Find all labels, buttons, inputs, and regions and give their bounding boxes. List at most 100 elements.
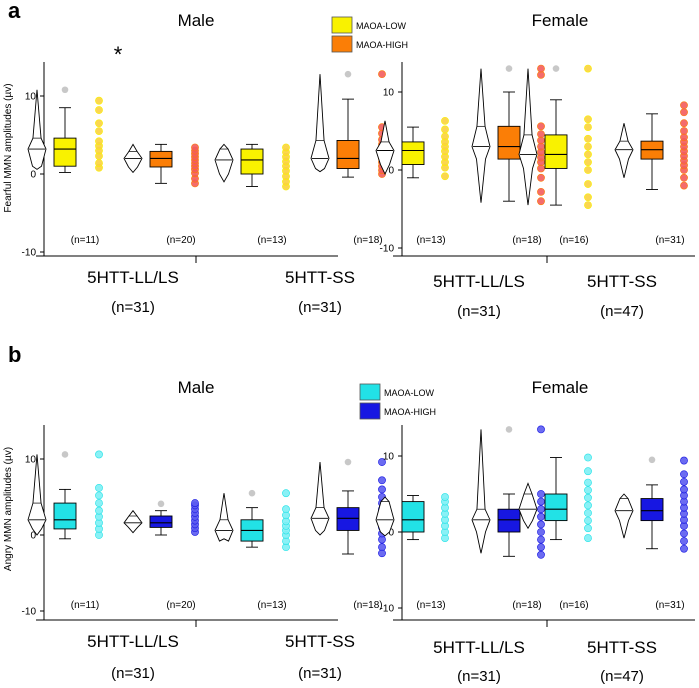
outlier-point xyxy=(552,65,560,72)
y-tick-label: -10 xyxy=(22,248,37,259)
violin-shape xyxy=(214,143,234,183)
data-point xyxy=(537,122,545,131)
box-iqr xyxy=(544,493,568,522)
y-tick-label: 10 xyxy=(25,455,37,466)
group-label: 5HTT-LL/LS xyxy=(87,268,179,287)
sample-size-label: (n=11) xyxy=(71,600,99,611)
plot-fearful-male: Male -10 0 10 5HTT-LL/LS (n=31) (n=11) (n=20) 5H… xyxy=(22,11,386,316)
data-point xyxy=(95,499,103,507)
violin-shape xyxy=(518,68,538,206)
outlier-point xyxy=(344,70,352,78)
group-total-n: (n=31) xyxy=(111,665,155,682)
y-axis-title-b: Angry MMN amplitudes (µv) xyxy=(3,447,14,571)
group-label: 5HTT-SS xyxy=(587,272,657,291)
violin-shape xyxy=(614,123,634,178)
data-point xyxy=(537,173,545,182)
y-tick-label: -10 xyxy=(380,604,395,615)
data-point xyxy=(441,132,449,141)
significance-marker: * xyxy=(114,42,123,67)
data-point xyxy=(95,483,103,492)
sample-size-label: (n=16) xyxy=(559,600,588,611)
data-point xyxy=(378,70,386,79)
data-point xyxy=(680,456,688,465)
data-point xyxy=(584,478,592,487)
group-label: 5HTT-LL/LS xyxy=(87,632,179,651)
group-total-n: (n=31) xyxy=(298,299,342,316)
group-total-n: (n=31) xyxy=(457,668,501,685)
data-point xyxy=(537,550,545,559)
data-point xyxy=(537,505,545,514)
data-point xyxy=(584,193,592,202)
box-iqr xyxy=(401,141,425,165)
data-point xyxy=(584,501,592,510)
data-point xyxy=(537,512,545,521)
legend-b: MAOA-LOW MAOA-HIGH xyxy=(359,383,436,420)
y-tick-label: 10 xyxy=(25,92,37,103)
box-iqr xyxy=(401,501,425,533)
sample-size-label: (n=18) xyxy=(512,235,541,246)
violin-shape xyxy=(123,509,143,534)
data-point xyxy=(584,534,592,542)
chart-title: Female xyxy=(532,378,589,397)
data-point xyxy=(584,509,592,517)
data-point xyxy=(584,180,592,188)
data-point xyxy=(584,64,592,73)
data-point xyxy=(537,543,545,552)
data-point xyxy=(680,470,688,479)
data-point xyxy=(537,197,545,206)
legend-a: MAOA-LOW MAOA-HIGH xyxy=(331,16,408,53)
group-label: 5HTT-SS xyxy=(587,638,657,657)
data-point xyxy=(584,453,592,462)
outlier-point xyxy=(157,500,165,508)
box-iqr xyxy=(149,150,173,168)
data-point xyxy=(584,158,592,167)
outlier-point xyxy=(505,65,513,72)
group-total-n: (n=47) xyxy=(600,303,644,320)
data-point xyxy=(282,489,290,498)
data-point xyxy=(537,187,545,196)
data-point xyxy=(584,142,592,151)
data-point xyxy=(584,486,592,495)
y-tick-label: 0 xyxy=(30,170,36,181)
data-point xyxy=(584,201,592,209)
outlier-point xyxy=(248,489,256,497)
y-tick-label: -10 xyxy=(380,244,395,255)
data-point xyxy=(537,425,545,434)
data-point xyxy=(441,172,449,181)
chart-title: Male xyxy=(178,378,215,397)
data-point xyxy=(537,528,545,536)
sample-size-label: (n=13) xyxy=(416,600,445,611)
violin-shape xyxy=(214,493,234,542)
y-tick-label: 0 xyxy=(30,531,36,542)
data-point xyxy=(584,524,592,533)
sample-size-label: (n=18) xyxy=(512,600,541,611)
data-point xyxy=(441,125,449,134)
sample-size-label: (n=31) xyxy=(655,235,684,246)
box-iqr xyxy=(640,498,664,522)
data-point xyxy=(95,491,103,500)
group-total-n: (n=31) xyxy=(457,303,501,320)
data-point xyxy=(680,537,688,546)
y-tick-label: 10 xyxy=(383,88,395,99)
y-axis-title-a: Fearful MMN amplitudes (µv) xyxy=(3,83,14,212)
plot-angry-male: Male -10 0 10 5HTT-LL/LS (n=31) (n=11) (n=20) 5H… xyxy=(22,378,386,682)
data-point xyxy=(191,143,199,152)
outlier-point xyxy=(648,456,656,464)
legend-label-b-high: MAOA-HIGH xyxy=(384,407,436,417)
data-point xyxy=(95,137,103,146)
outlier-point xyxy=(61,451,69,458)
chart-title: Male xyxy=(178,11,215,30)
violin-shape xyxy=(471,68,491,203)
data-point xyxy=(282,143,290,152)
data-point xyxy=(584,493,592,502)
violin-shape xyxy=(310,74,330,173)
sample-size-label: (n=31) xyxy=(655,600,684,611)
chart-title: Female xyxy=(532,11,589,30)
data-point xyxy=(441,493,449,501)
sample-size-label: (n=13) xyxy=(257,600,286,611)
sample-size-label: (n=20) xyxy=(166,600,195,611)
data-point xyxy=(584,150,592,159)
sample-size-label: (n=13) xyxy=(416,235,445,246)
data-point xyxy=(680,119,688,128)
box-iqr xyxy=(497,125,521,160)
